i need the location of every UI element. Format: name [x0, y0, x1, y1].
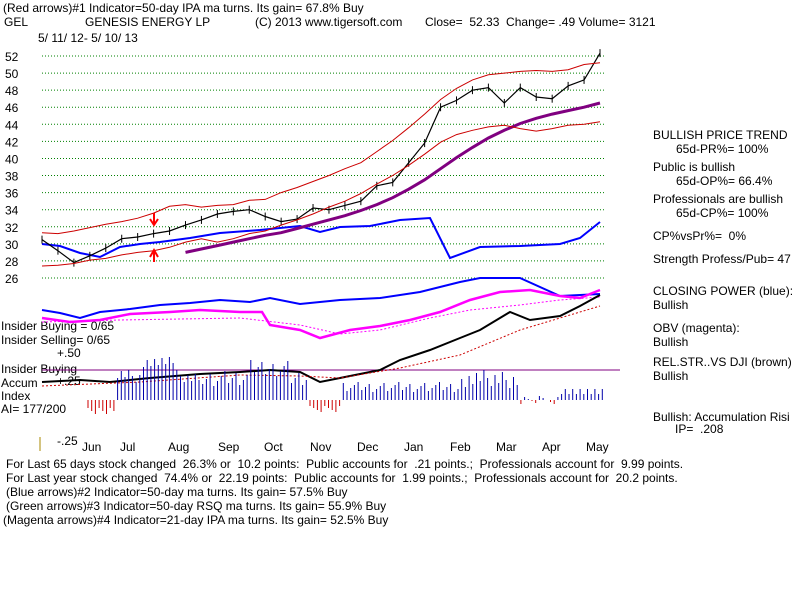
y-tick-label: 36 — [5, 187, 19, 201]
plus-fifty-label: +.50 — [57, 346, 81, 360]
closing-power-value: Bullish — [653, 298, 689, 312]
indicator-lines — [41, 216, 601, 387]
insider-selling-count: Insider Selling= 0/65 — [1, 333, 111, 347]
x-tick-label: Aug — [168, 440, 189, 454]
series-50-day-ma — [185, 101, 601, 254]
footer-blue-arrows: (Blue arrows)#2 Indicator=50-day ma turn… — [6, 485, 348, 499]
insider-buying-count: Insider Buying = 0/65 — [1, 319, 115, 333]
cp-percent: 65d-CP%= 100% — [676, 206, 769, 220]
red-buy-arrow — [149, 247, 159, 262]
y-tick-label: 32 — [5, 221, 19, 235]
x-axis-tick-labels: Jun Jul Aug Sep Oct Nov Dec Jan Feb Mar Apr May — [82, 440, 609, 454]
closing-power-line — [41, 277, 601, 320]
x-tick-label: Dec — [357, 440, 378, 454]
public-bullish: Public is bullish — [653, 160, 736, 174]
y-tick-label: 28 — [5, 255, 19, 269]
x-tick-label: Oct — [264, 440, 283, 454]
y-tick-label: 52 — [5, 50, 19, 64]
accum-label: Accum — [1, 376, 38, 390]
ai-label: AI= 177/200 — [1, 402, 67, 416]
obv-title: OBV (magenta): — [653, 321, 740, 335]
bullish-price-trend: BULLISH PRICE TREND — [653, 128, 788, 142]
relative-strength-line — [41, 216, 601, 260]
x-tick-label: Jan — [404, 440, 423, 454]
closing-power-title: CLOSING POWER (blue): — [653, 284, 794, 298]
price-gridlines — [39, 55, 620, 451]
footer-magenta-arrows: (Magenta arrows)#4 Indicator=21-day IPA … — [3, 513, 389, 527]
y-tick-label: 26 — [5, 272, 19, 286]
y-tick-label: 48 — [5, 84, 19, 98]
black-line-ma — [41, 305, 601, 387]
obv-line — [41, 288, 601, 340]
x-tick-label: Apr — [542, 440, 561, 454]
cp-vs-pr: CP%vsPr%= 0% — [653, 229, 747, 243]
y-tick-label: 42 — [5, 135, 19, 149]
x-tick-label: Mar — [496, 440, 517, 454]
insider-buying-label: Insider Buying — [1, 362, 78, 376]
accumulation-risk: Bullish: Accumulation Risi — [653, 410, 790, 424]
x-tick-label: May — [586, 440, 609, 454]
minus-twentyfive-label: -.25 — [57, 434, 78, 448]
pr-percent: 65d-PR%= 100% — [676, 142, 769, 156]
strength-ratio: Strength Profess/Pub= 47 — [653, 252, 791, 266]
signal-arrows — [149, 213, 159, 262]
y-tick-label: 40 — [5, 152, 19, 166]
footer-65day: For Last 65 days stock changed 26.3% or … — [6, 457, 684, 471]
y-axis-tick-labels: 26 28 30 32 34 36 38 40 42 44 46 48 50 52 — [5, 50, 19, 286]
price-series — [41, 49, 601, 267]
y-tick-label: 34 — [5, 204, 19, 218]
y-tick-label: 30 — [5, 238, 19, 252]
footer-year: For Last year stock changed 74.4% or 22.… — [6, 471, 678, 485]
professionals-bullish: Professionals are bullish — [653, 192, 784, 206]
relstr-title: REL.STR..VS DJI (brown) — [653, 355, 792, 369]
x-tick-label: Feb — [450, 440, 471, 454]
op-percent: 65d-OP%= 66.4% — [676, 174, 773, 188]
footer-green-arrows: (Green arrows)#3 Indicator=50-day RSQ ma… — [6, 499, 387, 513]
relstr-value: Bullish — [653, 369, 689, 383]
y-tick-label: 50 — [5, 67, 19, 81]
y-tick-label: 38 — [5, 170, 19, 184]
accumulation-bars — [87, 357, 603, 414]
series-close — [41, 52, 601, 264]
x-tick-label: Jun — [82, 440, 101, 454]
index-label: Index — [1, 389, 31, 403]
series-upper-band — [41, 62, 601, 235]
series-lower-band — [41, 121, 601, 267]
x-tick-label: Jul — [120, 440, 135, 454]
red-sell-arrow — [149, 213, 159, 227]
date-range: 5/ 11/ 12- 5/ 10/ 13 — [38, 31, 138, 45]
y-tick-label: 44 — [5, 118, 19, 132]
company-name: GENESIS ENERGY LP — [85, 15, 211, 29]
x-tick-label: Nov — [310, 440, 331, 454]
copyright: (C) 2013 www.tigersoft.com — [255, 15, 403, 29]
quote-summary: Close= 52.33 Change= .49 Volume= 3121 — [425, 15, 656, 29]
y-tick-label: 46 — [5, 101, 19, 115]
red-arrows-indicator: (Red arrows)#1 Indicator=50-day IPA ma t… — [3, 1, 364, 15]
obv-value: Bullish — [653, 335, 689, 349]
symbol: GEL — [4, 15, 29, 29]
ip-value: IP= .208 — [675, 422, 724, 436]
x-tick-label: Sep — [218, 440, 240, 454]
